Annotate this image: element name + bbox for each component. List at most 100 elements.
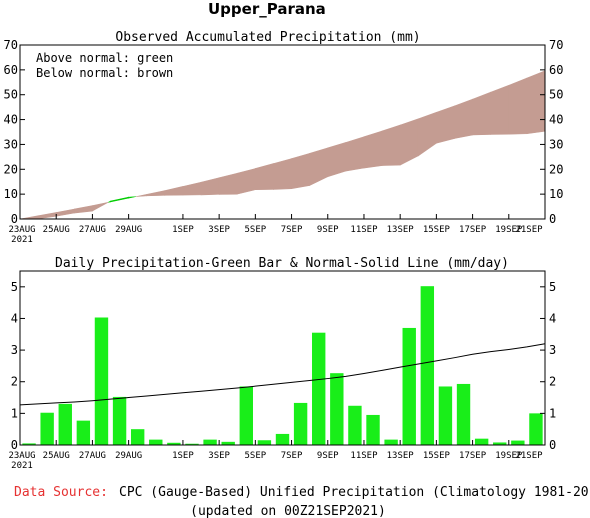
x-tick-year-label: 2021 (11, 235, 33, 245)
normal-line (19, 343, 546, 406)
y-tick-label: 10 (4, 187, 18, 201)
data-source-text: CPC (Gauge-Based) Unified Precipitation … (119, 485, 590, 500)
daily-bar (402, 327, 416, 445)
accumulation-area-segment (399, 118, 419, 166)
accumulation-area-segment (135, 194, 148, 197)
y-tick-label: 20 (549, 162, 563, 176)
y-tick-label: 50 (4, 88, 18, 102)
footer: Data Source: CPC (Gauge-Based) Unified P… (14, 485, 590, 518)
y-tick-label: 2 (11, 375, 18, 389)
x-tick-label: 15SEP (423, 451, 451, 461)
x-tick-label: 21SEP (515, 451, 543, 461)
x-tick-label: 11SEP (350, 451, 378, 461)
x-tick-label: 17SEP (459, 451, 487, 461)
x-tick-label: 7SEP (281, 451, 303, 461)
y-tick-label: 70 (4, 38, 18, 52)
y-tick-label: 60 (549, 63, 563, 77)
daily-bar (203, 439, 217, 445)
x-tick-label: 7SEP (281, 225, 303, 235)
page-title: Upper_Parana (208, 0, 326, 18)
x-tick-label: 29AUG (115, 225, 142, 235)
daily-precip-panel: Daily Precipitation-Green Bar & Normal-S… (8, 256, 556, 471)
daily-bar (511, 440, 525, 445)
y-tick-label: 2 (549, 375, 556, 389)
y-tick-label: 30 (549, 137, 563, 151)
x-tick-label: 13SEP (387, 225, 415, 235)
x-tick-label: 13SEP (387, 451, 415, 461)
y-tick-label: 10 (549, 187, 563, 201)
daily-bar (330, 373, 344, 445)
y-tick-label: 30 (4, 137, 18, 151)
y-tick-label: 4 (11, 311, 18, 325)
x-tick-label: 19SEP (495, 451, 523, 461)
x-tick-label: 27AUG (79, 225, 106, 235)
accumulation-area-segment (508, 77, 528, 135)
accumulation-area-segment (345, 136, 365, 172)
x-tick-label: 23AUG (8, 225, 35, 235)
daily-bar (438, 386, 453, 445)
daily-bar (221, 441, 235, 445)
x-tick-label: 23AUG (8, 451, 35, 461)
bottom-plot-frame (19, 270, 546, 446)
y-tick-label: 5 (11, 280, 18, 294)
accumulation-area-segment (417, 111, 437, 157)
daily-bar (22, 443, 36, 445)
daily-bar (529, 413, 543, 445)
accumulation-area-segment (327, 142, 347, 178)
y-tick-label: 20 (4, 162, 18, 176)
y-tick-label: 40 (4, 113, 18, 127)
legend-below-normal: Below normal: brown (36, 66, 173, 80)
accumulation-area-segment (74, 205, 93, 214)
top-plot-frame (19, 44, 546, 220)
accumulated-precip-panel: Observed Accumulated Precipitation (mm) … (4, 30, 564, 245)
accumulation-area-segment (37, 212, 57, 220)
daily-bar (76, 420, 91, 445)
top-chart-title: Observed Accumulated Precipitation (mm) (115, 30, 420, 45)
accumulation-area-segment (92, 202, 109, 212)
accumulation-area-segment (454, 98, 473, 139)
daily-bar (312, 332, 326, 445)
accumulation-area-segment (363, 130, 383, 169)
x-tick-label: 15SEP (423, 225, 451, 235)
x-tick-label: 25AUG (43, 225, 70, 235)
accumulation-area-segment (291, 152, 310, 190)
accumulated-fill (19, 70, 546, 220)
x-tick-label: 3SEP (208, 451, 230, 461)
daily-bar (293, 402, 308, 445)
x-tick-label: 17SEP (459, 225, 487, 235)
daily-bar (58, 403, 72, 445)
x-tick-label: 9SEP (317, 451, 339, 461)
y-tick-label: 70 (549, 38, 563, 52)
accumulation-area-segment (526, 70, 546, 135)
daily-bar (420, 286, 435, 445)
daily-bar (185, 443, 199, 445)
x-tick-label: 5SEP (245, 225, 267, 235)
data-source-label: Data Source: (14, 485, 108, 500)
accumulation-area-segment (381, 124, 401, 166)
accumulation-area-segment (146, 190, 166, 197)
legend-above-normal: Above normal: green (36, 51, 173, 65)
y-tick-label: 3 (549, 343, 556, 357)
x-tick-year-label: 2021 (11, 461, 33, 471)
daily-bar (493, 442, 507, 445)
x-tick-label: 3SEP (208, 225, 230, 235)
y-tick-label: 0 (11, 212, 18, 226)
daily-bar (456, 383, 471, 445)
y-tick-label: 40 (549, 113, 563, 127)
daily-bar (149, 439, 163, 445)
daily-bar (474, 438, 489, 445)
accumulation-area-segment (472, 91, 491, 136)
accumulation-area-segment (236, 168, 256, 195)
y-tick-label: 50 (549, 88, 563, 102)
x-tick-label: 9SEP (317, 225, 339, 235)
accumulation-area-segment (309, 147, 329, 186)
accumulation-area-segment (490, 84, 510, 135)
updated-note: (updated on 00Z21SEP2021) (190, 504, 386, 518)
daily-bars (22, 286, 543, 445)
y-tick-label: 60 (4, 63, 18, 77)
daily-bar (94, 317, 109, 445)
x-tick-label: 1SEP (172, 451, 194, 461)
